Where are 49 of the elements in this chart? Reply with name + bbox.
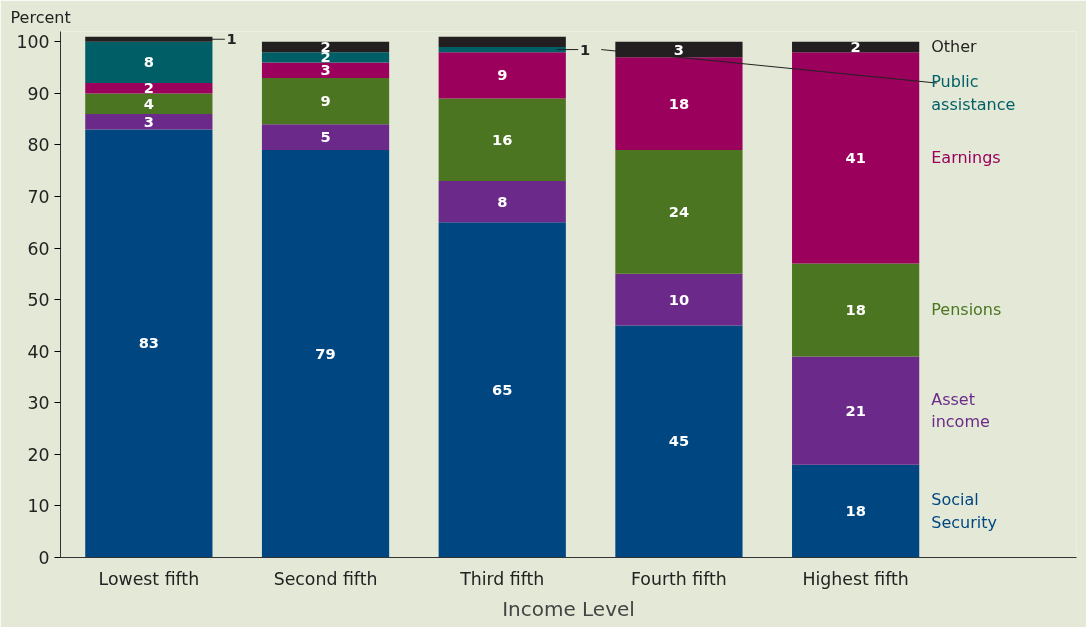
data-label: 8 — [143, 53, 154, 71]
x-tick-label: Third fifth — [459, 568, 545, 589]
x-tick-label: Fourth fifth — [631, 568, 727, 589]
y-tick-label: 20 — [27, 444, 50, 465]
data-label: 3 — [320, 61, 331, 79]
series-label: Pensions — [931, 300, 1002, 320]
data-label: 3 — [673, 40, 685, 58]
data-label: 9 — [320, 92, 331, 110]
data-label: 18 — [845, 502, 866, 520]
x-tick-label: Highest fifth — [802, 568, 909, 589]
data-label: 9 — [497, 66, 508, 84]
data-label: 1 — [226, 30, 237, 48]
x-axis-title: Income Level — [502, 596, 635, 621]
data-label: 2 — [143, 79, 154, 97]
data-label: 8 — [497, 192, 508, 210]
x-tick-label: Second fifth — [273, 568, 378, 589]
series-label: Other — [931, 37, 978, 57]
data-label: 3 — [143, 112, 154, 130]
y-tick-label: 0 — [38, 548, 50, 568]
y-tick-label: 90 — [27, 83, 50, 104]
text: Public assistance — [931, 72, 1016, 115]
data-label: 2 — [850, 37, 861, 55]
data-label: 1 — [579, 40, 591, 58]
data-label: 4 — [143, 94, 154, 112]
data-label: 10 — [668, 290, 690, 308]
series-label: Social Security — [931, 490, 997, 532]
y-tick-label: 10 — [27, 496, 50, 517]
data-label: 79 — [315, 344, 336, 362]
data-label: 65 — [492, 380, 513, 398]
y-tick-label: 30 — [27, 393, 50, 414]
data-label: 41 — [845, 148, 866, 166]
data-label: 16 — [492, 130, 513, 148]
data-label: 21 — [845, 401, 866, 419]
series-label: Earnings — [931, 148, 1001, 168]
y-tick-label: 60 — [27, 238, 50, 259]
data-label: 45 — [668, 432, 690, 450]
y-tick-label: 80 — [27, 135, 50, 156]
y-tick-label: 70 — [27, 187, 50, 208]
y-tick-label: 50 — [27, 290, 50, 311]
x-tick-label: Lowest fifth — [98, 568, 200, 589]
y-axis-title: Percent — [10, 7, 71, 27]
series-label: Asset income — [931, 389, 990, 432]
data-label: 83 — [138, 334, 160, 352]
data-label: 18 — [668, 94, 690, 112]
data-label: 5 — [320, 128, 331, 146]
data-label: 18 — [845, 300, 866, 318]
data-label: 24 — [668, 202, 690, 220]
y-tick-label: 100 — [16, 32, 50, 53]
y-tick-label: 40 — [27, 341, 50, 362]
